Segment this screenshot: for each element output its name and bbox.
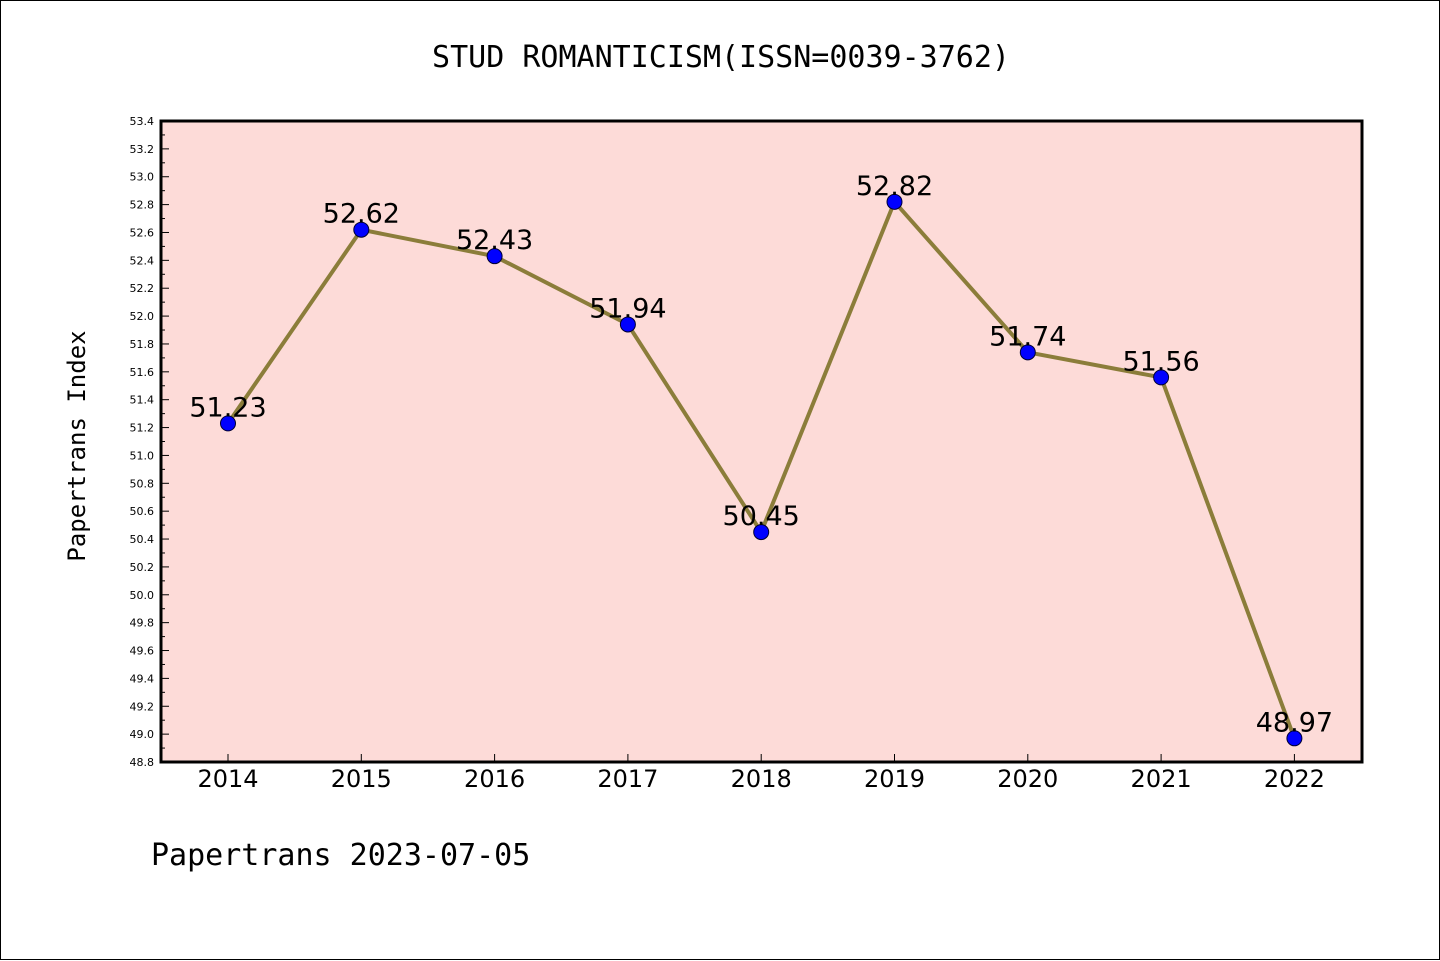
data-point xyxy=(1286,730,1303,747)
y-tick-label: 51.6 xyxy=(130,366,155,379)
y-tick-label: 52.4 xyxy=(130,254,155,267)
y-tick-label: 49.6 xyxy=(130,645,155,658)
data-label: 51.23 xyxy=(189,392,266,423)
chart-title: STUD ROMANTICISM(ISSN=0039-3762) xyxy=(432,40,1010,75)
data-label: 48.97 xyxy=(1256,707,1333,738)
data-point xyxy=(1153,369,1170,386)
y-tick-label: 53.4 xyxy=(130,115,155,128)
x-axis-ticks: 2014 2015 2016 2017 2018 2019 2020 2021 2022 xyxy=(197,754,1325,793)
y-tick-label: 50.4 xyxy=(130,533,155,546)
x-tick-label: 2018 xyxy=(731,765,792,793)
y-tick-label: 48.8 xyxy=(130,756,155,769)
data-label: 52.82 xyxy=(856,171,933,202)
y-tick-label: 52.0 xyxy=(130,310,155,323)
data-point xyxy=(1019,344,1036,361)
y-axis-label: Papertrans Index xyxy=(63,330,91,561)
x-tick-label: 2014 xyxy=(197,765,258,793)
y-tick-label: 53.2 xyxy=(130,143,155,156)
data-point xyxy=(486,248,503,265)
x-tick-label: 2015 xyxy=(331,765,392,793)
data-point xyxy=(220,415,236,432)
y-tick-label: 52.2 xyxy=(130,282,155,295)
y-tick-label: 51.4 xyxy=(130,394,155,407)
data-point xyxy=(753,524,770,541)
y-tick-label: 49.2 xyxy=(130,700,155,713)
data-point xyxy=(619,316,636,333)
y-tick-label: 49.0 xyxy=(130,728,155,741)
data-label: 51.56 xyxy=(1122,346,1199,377)
y-tick-label: 49.4 xyxy=(130,672,155,685)
x-tick-label: 2017 xyxy=(597,765,658,793)
data-label: 52.62 xyxy=(323,199,400,230)
y-tick-label: 49.8 xyxy=(130,617,155,630)
y-tick-label: 52.6 xyxy=(130,226,155,239)
y-tick-label: 50.0 xyxy=(130,589,155,602)
y-tick-label: 53.0 xyxy=(130,171,155,184)
plot-border xyxy=(159,119,1364,764)
y-tick-label: 50.8 xyxy=(130,477,155,490)
x-tick-label: 2016 xyxy=(464,765,525,793)
y-tick-label: 52.8 xyxy=(130,199,155,212)
y-axis-ticks: 48.8 49.0 49.2 49.4 49.6 49.8 50.0 50.2 50.4 50.6… xyxy=(130,115,169,769)
y-tick-label: 50.2 xyxy=(130,561,155,574)
data-label: 51.94 xyxy=(589,293,666,324)
y-tick-label: 51.0 xyxy=(130,449,155,462)
y-tick-label: 51.8 xyxy=(130,338,155,351)
x-tick-label: 2020 xyxy=(997,765,1058,793)
data-label: 50.45 xyxy=(723,501,800,532)
y-tick-label: 51.2 xyxy=(130,422,155,435)
footer-text: Papertrans 2023-07-05 xyxy=(151,838,530,873)
data-label: 51.74 xyxy=(989,321,1066,352)
x-tick-label: 2021 xyxy=(1131,765,1192,793)
data-point xyxy=(886,193,903,210)
data-label: 52.43 xyxy=(456,225,533,256)
data-point xyxy=(353,221,370,238)
x-tick-label: 2019 xyxy=(864,765,925,793)
series-group xyxy=(220,193,1303,747)
y-tick-label: 50.6 xyxy=(130,505,155,518)
x-tick-label: 2022 xyxy=(1264,765,1325,793)
data-labels-group: 51.23 52.62 52.43 51.94 50.45 52.82 51.74 51.56… xyxy=(189,171,1333,738)
